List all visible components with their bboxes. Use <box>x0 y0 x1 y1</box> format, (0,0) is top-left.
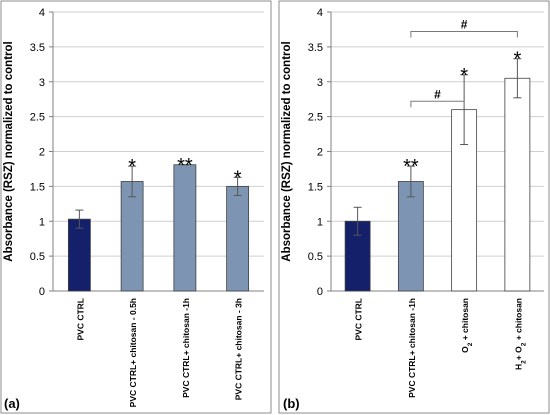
panel-a: 0 0.5 1 1.5 2 2.5 3 3.5 4 Absorbance (RSZ) normal… <box>0 0 272 414</box>
panel-frame <box>0 0 272 414</box>
bar <box>504 77 531 292</box>
y-tick-label: 2.5 <box>308 112 323 124</box>
y-axis-title: Absorbance (RSZ) normalized to control <box>281 41 293 261</box>
significance-marker: ** <box>177 155 193 177</box>
y-axis-title: Absorbance (RSZ) normalized to control <box>3 41 15 261</box>
x-tick-label: PVC CTRL+ chitosan -1h <box>407 298 417 398</box>
y-tick-label: 3.5 <box>30 42 45 54</box>
y-tick-label: 1 <box>317 216 323 228</box>
bracket-label: # <box>434 87 441 101</box>
y-tick-label: 1 <box>39 216 45 228</box>
significance-marker: * <box>128 156 136 178</box>
bar <box>226 185 250 292</box>
y-tick-label: 2 <box>39 147 45 159</box>
y-tick-label: 4 <box>39 7 45 19</box>
y-tick-label: 2.5 <box>30 112 45 124</box>
comparison-bracket <box>410 100 465 108</box>
x-tick-label: H2+ O2 + chitosan <box>513 298 527 370</box>
y-tick-label: 0.5 <box>308 251 323 263</box>
bar <box>397 181 424 292</box>
significance-marker: * <box>234 167 242 189</box>
panel-b: 0 0.5 1 1.5 2 2.5 3 3.5 4 Absorbance (RSZ) normal… <box>278 0 550 414</box>
bracket-label: # <box>461 18 468 32</box>
y-tick-label: 0 <box>317 286 323 298</box>
x-tick-label: PVC CTRL <box>354 298 364 341</box>
significance-marker: ** <box>403 156 419 178</box>
x-tick-label: PVC CTRL+ chitosan - 3h <box>234 298 244 400</box>
panel-frame <box>278 0 550 414</box>
significance-marker: * <box>460 65 468 87</box>
y-tick-label: 1.5 <box>308 181 323 193</box>
bar <box>67 218 91 292</box>
bar <box>173 164 197 292</box>
panel-letter: (a) <box>4 396 20 411</box>
x-tick-label: PVC CTRL <box>75 298 85 341</box>
y-tick-label: 1.5 <box>30 181 45 193</box>
y-tick-label: 2 <box>317 147 323 159</box>
x-tick-label: PVC CTRL+ chitosan - 0.5h <box>128 298 138 407</box>
y-tick-label: 3 <box>317 77 323 89</box>
y-tick-label: 4 <box>317 7 323 19</box>
y-tick-label: 0.5 <box>30 251 45 263</box>
y-tick-label: 3 <box>39 77 45 89</box>
x-tick-label: PVC CTRL+ chitosan -1h <box>181 298 191 398</box>
comparison-bracket <box>410 31 518 38</box>
y-tick-label: 0 <box>39 286 45 298</box>
significance-marker: * <box>513 49 521 71</box>
bar <box>120 181 144 292</box>
x-tick-label: O2 + chitosan <box>460 298 474 353</box>
y-tick-label: 3.5 <box>308 42 323 54</box>
panel-letter: (b) <box>283 396 300 411</box>
